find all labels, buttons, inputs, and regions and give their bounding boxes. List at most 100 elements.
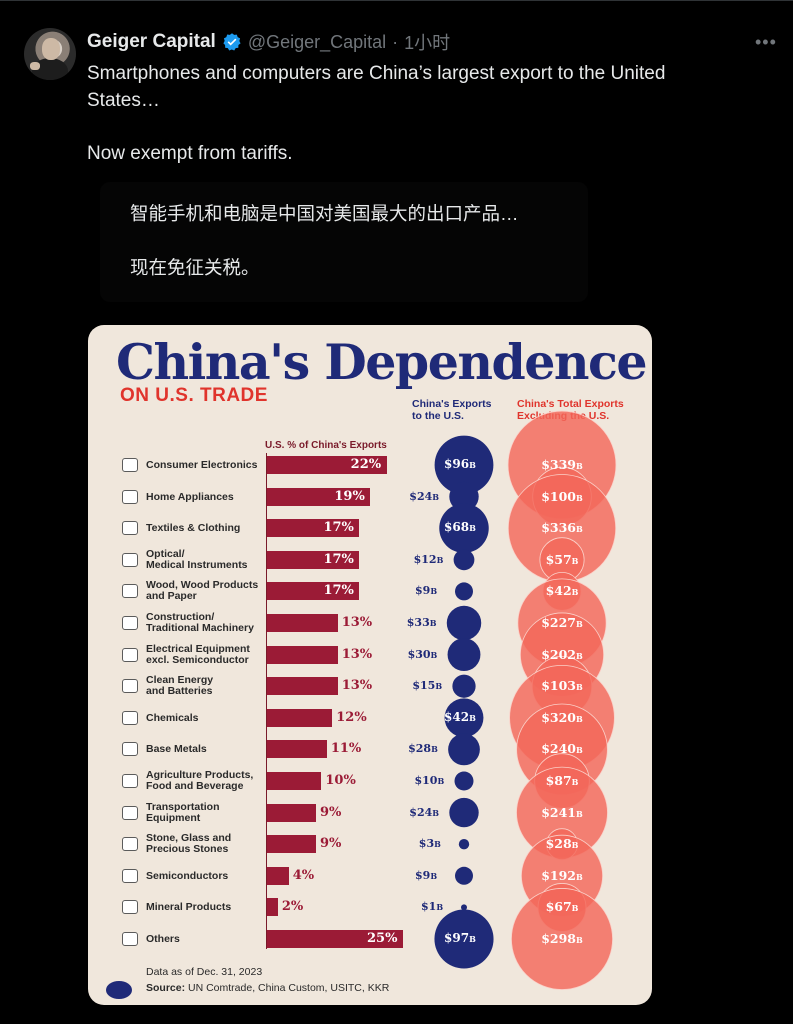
tweet-text-line: States…: [87, 90, 160, 111]
bubble-us-exports: [447, 638, 481, 672]
pct-label: 17%: [323, 551, 354, 567]
bubble-plot: [434, 410, 617, 990]
category-label: Semiconductors: [146, 869, 229, 882]
pct-label: 17%: [323, 583, 354, 599]
other-value-label: $28B: [545, 836, 579, 852]
pct-bar: [267, 645, 338, 664]
bubble-other-exports: [511, 888, 613, 990]
pct-bar: [267, 487, 371, 506]
footer-source: Source: UN Comtrade, China Custom, USITC…: [146, 982, 390, 994]
category-label: Stone, Glass and Precious Stones: [146, 832, 232, 856]
bubble-us-exports: [439, 503, 489, 553]
avatar[interactable]: [24, 28, 76, 80]
gem-icon: [122, 837, 138, 852]
us-value-label: $97B: [444, 931, 476, 945]
other-value-label: $241B: [541, 804, 583, 820]
footer-date: Data as of Dec. 31, 2023: [146, 966, 263, 978]
us-value-label: $68B: [444, 520, 476, 535]
more-icon[interactable]: •••: [755, 32, 777, 52]
verified-badge-icon: [223, 33, 241, 51]
pct-bar: [267, 803, 316, 822]
bubble-us-exports: [446, 605, 482, 641]
category-label: Clean Energy and Batteries: [146, 674, 214, 698]
battery-icon: [122, 679, 138, 694]
pct-label: 25%: [367, 931, 398, 946]
pct-bar: [267, 866, 289, 885]
pct-label: 10%: [325, 773, 356, 788]
logo-icon: [106, 981, 132, 999]
tweet-author-row: Geiger Capital @Geiger_Capital · 1小时: [87, 30, 450, 54]
chart-subtitle: ON U.S. TRADE: [120, 385, 268, 406]
pct-label: 11%: [330, 741, 362, 757]
pct-label: 9%: [319, 804, 342, 820]
translation-box: [100, 182, 588, 302]
infographic-image[interactable]: China's Dependence ON U.S. TRADE China's…: [88, 325, 652, 1005]
box-icon: [122, 932, 138, 946]
bubble-us-exports: [448, 733, 480, 766]
category-label: Electrical Equipment excl. Semiconductor: [146, 642, 250, 666]
other-value-label: $192B: [541, 867, 583, 883]
pct-bar: [267, 550, 360, 569]
bubble-us-exports: [455, 582, 473, 601]
plug-icon: [122, 647, 138, 662]
author-handle[interactable]: @Geiger_Capital: [247, 31, 387, 52]
top-divider: [0, 0, 793, 1]
bubble-us-exports: [449, 481, 479, 512]
us-value-label: $9B: [415, 868, 438, 882]
translation-line: 智能手机和电脑是中国对美国最大的出口产品…: [130, 203, 519, 224]
us-value-label: $42B: [444, 709, 476, 724]
crane-icon: [122, 616, 138, 630]
pct-bar: [267, 614, 338, 632]
wood-icon: [122, 584, 138, 599]
category-label: Construction/ Traditional Machinery: [146, 611, 254, 634]
pct-bar: [267, 708, 333, 727]
sofa-icon: [122, 489, 138, 504]
pct-label: 4%: [292, 867, 315, 883]
bubble-us-exports: [434, 435, 494, 495]
bubble-us-exports: [444, 698, 484, 738]
pct-bar: [267, 456, 387, 474]
other-value-label: $298B: [541, 931, 583, 946]
bubble-us-exports: [434, 909, 494, 969]
chip-icon: [122, 868, 138, 883]
tweet-text-line: Now exempt from tariffs.: [87, 143, 293, 164]
pct-bar: [267, 677, 338, 696]
us-value-label: $30B: [407, 647, 438, 661]
category-label: Consumer Electronics: [146, 459, 258, 471]
pct-bar: [267, 772, 322, 790]
pct-label: 12%: [336, 709, 367, 725]
category-label: Home Appliances: [146, 490, 234, 503]
bubble-us-exports: [452, 674, 476, 698]
pct-label: 19%: [334, 488, 365, 504]
other-value-label: $202B: [541, 646, 583, 662]
bubble-us-exports: [458, 839, 470, 850]
microscope-icon: [122, 552, 138, 567]
us-value-label: $3B: [418, 837, 441, 851]
other-value-label: $320B: [541, 709, 583, 725]
us-value-label: $10B: [414, 774, 445, 787]
tweet-time[interactable]: 1小时: [404, 33, 451, 53]
pct-label: 13%: [341, 615, 373, 630]
us-value-label: $9B: [415, 584, 438, 598]
bubble-us-exports: [455, 866, 473, 885]
other-value-label: $42B: [545, 583, 579, 599]
pct-bar: [267, 835, 316, 854]
us-value-label: $12B: [413, 552, 444, 566]
category-label: Chemicals: [146, 711, 199, 724]
other-value-label: $100B: [541, 488, 583, 504]
dot-separator: ·: [392, 31, 399, 52]
other-value-label: $336B: [541, 520, 583, 536]
wheat-icon: [122, 774, 138, 788]
tweet-text-line: Smartphones and computers are China’s la…: [87, 63, 666, 84]
other-value-label: $339B: [541, 457, 583, 472]
other-value-label: $227B: [541, 615, 583, 630]
pct-label: 22%: [350, 457, 382, 472]
pct-label: 9%: [319, 836, 342, 852]
us-value-label: $96B: [444, 457, 476, 471]
category-label: Mineral Products: [146, 901, 232, 914]
category-label: Transportation Equipment: [146, 800, 220, 824]
pct-bar: [267, 740, 327, 759]
pct-label: 17%: [323, 520, 354, 536]
author-name[interactable]: Geiger Capital: [87, 31, 216, 52]
pct-label: 2%: [281, 899, 304, 915]
